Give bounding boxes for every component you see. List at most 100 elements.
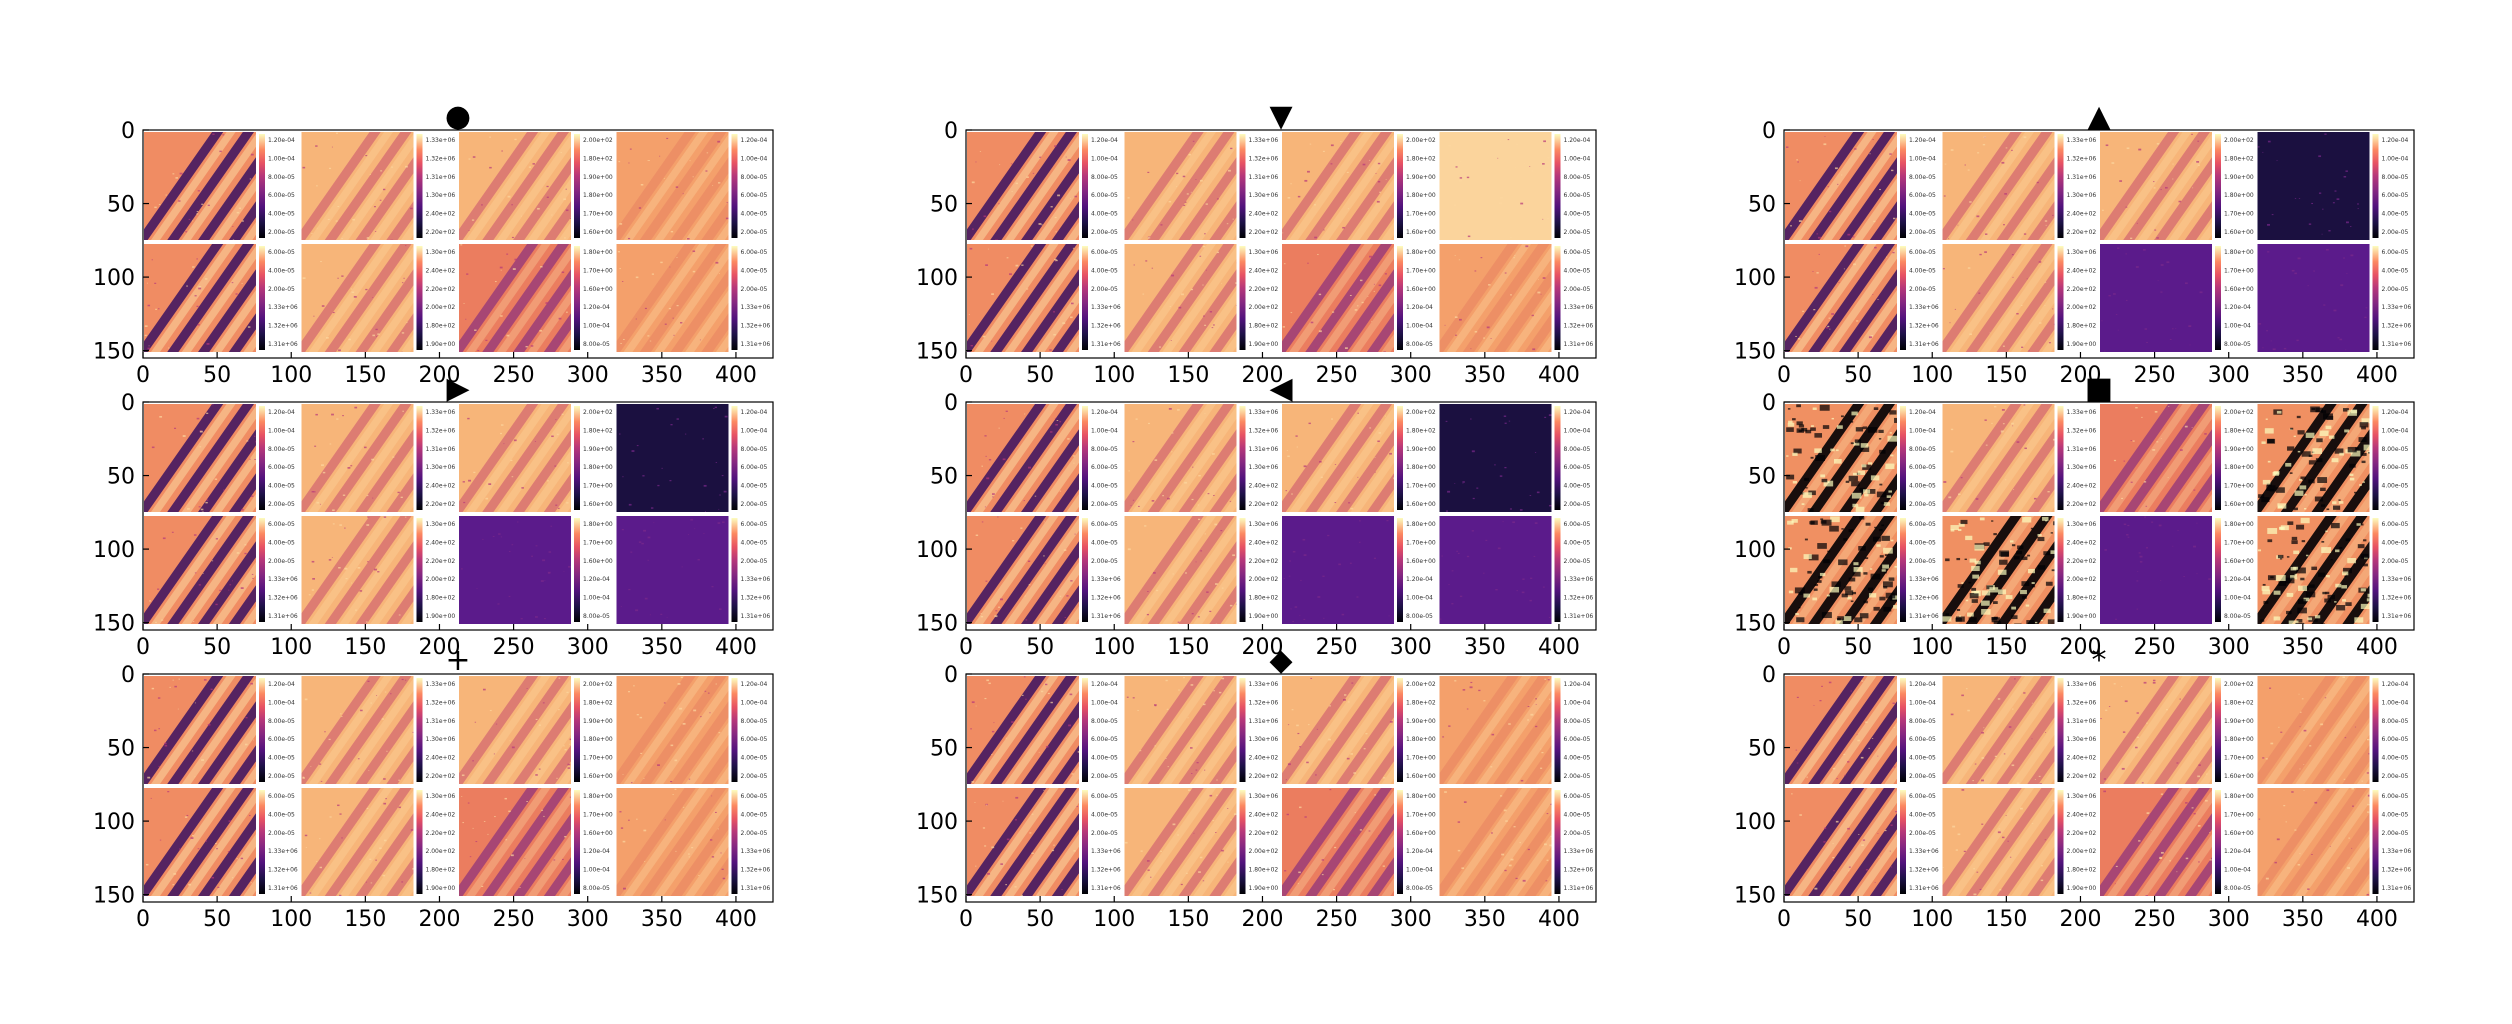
- x-tick-label: 150: [1167, 635, 1209, 660]
- stripe: [2100, 788, 2180, 896]
- speckle: [252, 739, 255, 741]
- speckle: [2011, 615, 2018, 620]
- x-tick-label: 0: [136, 363, 150, 388]
- speckle: [1462, 482, 1464, 484]
- speckle: [1975, 498, 1979, 500]
- speckle: [1543, 843, 1547, 846]
- speckle: [370, 702, 373, 704]
- speckle: [1852, 236, 1855, 238]
- speckle: [1889, 850, 1891, 852]
- speckle: [1182, 175, 1186, 178]
- speckle: [412, 868, 414, 870]
- speckle: [1199, 179, 1203, 182]
- speckle: [561, 413, 564, 415]
- colorbar-tick-label: 1.31e+06: [1564, 341, 1594, 348]
- speckle: [2331, 458, 2339, 463]
- speckle: [1973, 893, 1977, 896]
- speckle: [1874, 882, 1876, 883]
- speckle: [342, 415, 344, 417]
- speckle: [647, 335, 650, 337]
- speckle: [2136, 736, 2140, 739]
- speckle: [159, 415, 163, 418]
- colorbar-tick-label: 1.31e+06: [1249, 446, 1279, 453]
- speckle: [241, 220, 244, 222]
- speckle: [1003, 417, 1005, 419]
- speckle: [2359, 484, 2362, 486]
- colorbar-tick-label: 2.00e-05: [741, 773, 768, 780]
- speckle: [1359, 829, 1363, 831]
- speckle: [1020, 527, 1023, 529]
- speckle: [1965, 599, 1969, 602]
- speckle: [1821, 612, 1832, 619]
- speckle: [1329, 789, 1332, 791]
- stripe-highlight: [243, 606, 256, 624]
- x-tick-label: 300: [1390, 635, 1432, 660]
- speckle: [1983, 727, 1985, 729]
- speckle: [1213, 690, 1215, 692]
- speckle: [1983, 542, 1990, 546]
- speckle: [145, 863, 149, 866]
- speckle: [636, 445, 639, 447]
- speckle: [1831, 581, 1841, 587]
- stripe-highlight: [2041, 878, 2055, 896]
- stripe: [1839, 541, 1897, 624]
- speckle: [1184, 572, 1187, 574]
- speckle: [1879, 483, 1883, 486]
- colorbar-tick-label: 1.00e-04: [1406, 867, 1433, 874]
- colorbar-tick-label: 4.00e-05: [268, 539, 295, 546]
- colorbar-tick-label: 1.33e+06: [1909, 304, 1939, 311]
- speckle: [341, 837, 343, 839]
- speckle: [1361, 301, 1364, 304]
- stripe: [2100, 404, 2180, 512]
- speckle: [1798, 592, 1803, 595]
- speckle: [194, 776, 196, 778]
- stripe: [386, 473, 414, 512]
- stripe-highlight: [496, 133, 571, 240]
- speckle: [1993, 621, 2002, 624]
- speckle: [630, 551, 633, 553]
- colorbar-tick-label: 1.90e+00: [1249, 341, 1279, 348]
- stripe: [144, 132, 224, 240]
- speckle: [1285, 891, 1288, 893]
- speckle: [2304, 508, 2307, 510]
- speckle: [1529, 495, 1532, 497]
- speckle: [1808, 490, 1816, 496]
- speckle: [1522, 578, 1525, 580]
- x-tick-label: 300: [2208, 363, 2250, 388]
- x-tick-label: 350: [2282, 907, 2324, 932]
- speckle: [369, 174, 371, 175]
- speckle: [1981, 823, 1984, 825]
- speckle: [1346, 757, 1350, 760]
- speckle: [2291, 540, 2298, 545]
- speckle: [676, 305, 679, 307]
- stripe-highlight: [715, 334, 729, 352]
- speckle: [2258, 494, 2265, 498]
- speckle: [2165, 709, 2168, 711]
- stripe: [2257, 676, 2337, 784]
- speckle: [497, 603, 500, 605]
- speckle: [1011, 191, 1013, 192]
- colorbar-tick-label: 1.30e+06: [426, 249, 456, 256]
- colorbar-tick-label: 6.00e-05: [1091, 793, 1118, 800]
- speckle: [2009, 856, 2012, 858]
- map-tile-background: [616, 132, 729, 240]
- stripe-highlight: [1792, 516, 1877, 624]
- colorbar-tick-label: 1.33e+06: [426, 409, 456, 416]
- speckle: [2031, 702, 2033, 704]
- speckle: [1385, 179, 1387, 180]
- speckle: [1382, 865, 1385, 867]
- speckle: [1806, 776, 1808, 778]
- speckle: [1039, 156, 1042, 158]
- speckle: [1873, 220, 1876, 223]
- speckle: [1025, 619, 1028, 621]
- speckle: [2264, 428, 2274, 434]
- speckle: [172, 173, 175, 175]
- colorbar-tick-label: 2.00e-05: [1091, 286, 1118, 293]
- speckle: [1144, 525, 1147, 527]
- speckle: [1490, 338, 1492, 339]
- colorbar-tick-label: 1.20e-04: [1909, 137, 1936, 144]
- x-tick-label: 300: [1390, 363, 1432, 388]
- colorbar-tick-label: 2.00e+02: [426, 304, 456, 311]
- speckle: [2277, 554, 2284, 559]
- stripe: [670, 701, 729, 784]
